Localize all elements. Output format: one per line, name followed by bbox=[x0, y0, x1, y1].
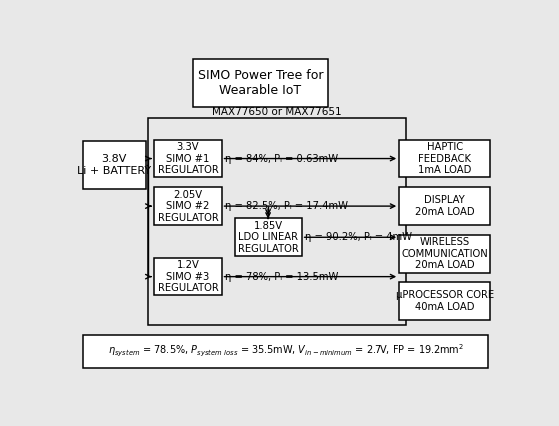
Bar bbox=[235, 219, 302, 256]
Bar bbox=[83, 335, 488, 368]
Bar bbox=[399, 282, 490, 320]
Text: 1.85V
LDO LINEAR
REGULATOR: 1.85V LDO LINEAR REGULATOR bbox=[238, 221, 299, 254]
Text: SIMO Power Tree for
Wearable IoT: SIMO Power Tree for Wearable IoT bbox=[198, 69, 323, 97]
Text: μPROCESSOR CORE
40mA LOAD: μPROCESSOR CORE 40mA LOAD bbox=[396, 291, 494, 312]
Text: η = 90.2%, Pₗ = 4mW: η = 90.2%, Pₗ = 4mW bbox=[305, 233, 412, 242]
Bar bbox=[154, 258, 221, 296]
Bar bbox=[399, 140, 490, 177]
Text: 3.3V
SIMO #1
REGULATOR: 3.3V SIMO #1 REGULATOR bbox=[158, 142, 219, 175]
Bar bbox=[154, 140, 221, 177]
Bar bbox=[193, 59, 328, 107]
Text: $\eta_{system}$ = 78.5%, $P_{system\ loss}$ = 35.5mW, $V_{in-minimum}$ = 2.7V, F: $\eta_{system}$ = 78.5%, $P_{system\ los… bbox=[107, 343, 463, 360]
Text: DISPLAY
20mA LOAD: DISPLAY 20mA LOAD bbox=[415, 195, 475, 217]
Text: HAPTIC
FEEDBACK
1mA LOAD: HAPTIC FEEDBACK 1mA LOAD bbox=[418, 142, 471, 175]
Text: 2.05V
SIMO #2
REGULATOR: 2.05V SIMO #2 REGULATOR bbox=[158, 190, 219, 223]
Text: MAX77650 or MAX77651: MAX77650 or MAX77651 bbox=[212, 107, 342, 117]
Bar bbox=[148, 118, 406, 325]
Text: η = 78%, Pₗ = 13.5mW: η = 78%, Pₗ = 13.5mW bbox=[225, 272, 338, 282]
Text: η = 82.5%, Pₗ = 17.4mW: η = 82.5%, Pₗ = 17.4mW bbox=[225, 201, 348, 211]
Bar bbox=[83, 141, 146, 189]
Text: η = 84%, Pₗ = 0.63mW: η = 84%, Pₗ = 0.63mW bbox=[225, 154, 338, 164]
Text: 3.8V
Li + BATTERY: 3.8V Li + BATTERY bbox=[77, 154, 151, 176]
Text: WIRELESS
COMMUNICATION
20mA LOAD: WIRELESS COMMUNICATION 20mA LOAD bbox=[401, 237, 488, 270]
Bar bbox=[399, 235, 490, 273]
Bar bbox=[399, 187, 490, 225]
Bar bbox=[154, 187, 221, 225]
Text: 1.2V
SIMO #3
REGULATOR: 1.2V SIMO #3 REGULATOR bbox=[158, 260, 219, 293]
